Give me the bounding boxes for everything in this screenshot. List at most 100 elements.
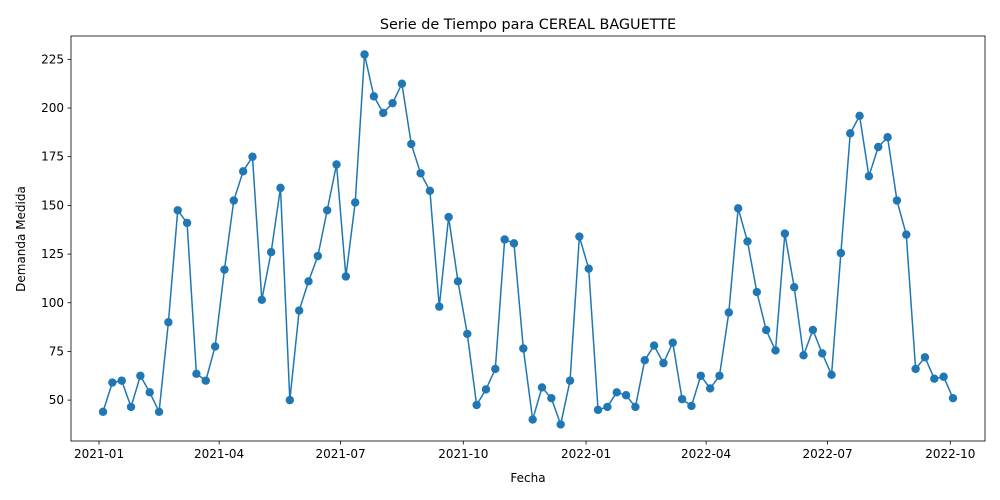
data-point [649,341,659,350]
x-axis: 2021-01 2021-04 2021-07 2021-10 2022-01 2022-… [74,441,975,461]
data-point [220,265,229,274]
x-tick-label: 2021-07 [315,447,365,461]
data-point [920,353,930,362]
y-axis-label: Demanda Medida [14,186,28,292]
y-tick-label: 100 [41,296,64,310]
data-point [98,407,108,416]
data-point [351,198,360,207]
data-point [537,383,547,392]
data-point [808,325,818,335]
data-point [603,402,612,412]
data-point [453,277,463,286]
data-point [743,237,752,246]
data-point [145,388,154,397]
data-point [173,206,182,215]
data-point [939,372,948,381]
data-point [108,378,117,387]
data-point [276,183,285,193]
data-point [126,402,136,412]
x-tick-label: 2021-04 [194,447,244,461]
chart-title: Serie de Tiempo para CEREAL BAGUETTE [380,17,676,33]
data-point [902,230,911,239]
y-tick-label: 225 [41,52,64,66]
data-point [715,371,724,380]
x-tick-label: 2022-10 [925,447,975,461]
data-point [435,302,444,311]
data-point [285,395,295,405]
data-point [519,344,528,353]
data-point [771,346,780,355]
data-point [911,364,920,374]
data-point [229,196,238,205]
data-point [724,308,734,317]
data-point [677,394,687,404]
data-point [883,133,892,142]
data-point [509,239,519,248]
data-point [388,98,397,108]
y-tick-label: 50 [49,393,64,407]
data-point [322,206,332,215]
data-point [733,204,743,213]
data-point [313,251,323,261]
y-tick-label: 125 [41,247,64,261]
data-point [425,186,435,195]
x-tick-label: 2022-04 [681,447,731,461]
y-tick-label: 175 [41,150,64,164]
data-point [874,142,883,152]
data-point [416,169,425,178]
data-point [248,152,257,161]
data-point [687,401,696,411]
data-point [266,247,276,257]
data-point [294,306,304,315]
data-point [192,369,201,379]
y-tick-label: 200 [41,101,64,115]
data-point [836,248,846,258]
data-point [154,407,164,416]
data-point [547,393,556,403]
data-point [752,287,762,297]
data-point [612,388,621,397]
data-point [491,364,500,374]
data-point [864,171,874,181]
data-point [201,376,210,385]
data-point [528,415,537,424]
data-point [593,405,603,415]
data-point [463,329,472,339]
data-point [575,232,584,241]
data-point [182,218,192,228]
data-point [407,139,416,149]
data-point [397,79,407,88]
data-point [360,50,369,59]
y-tick-label: 150 [41,198,64,212]
data-point [696,371,705,380]
data-point [481,385,491,394]
x-tick-label: 2021-01 [74,447,124,461]
plot-area [70,35,986,442]
x-tick-label: 2022-01 [561,447,611,461]
plot-frame [70,35,986,442]
data-point [705,384,715,393]
data-point [827,370,836,379]
data-point [444,212,453,222]
data-point [584,264,593,273]
data-point [565,376,575,385]
data-point [332,160,341,169]
data-point [238,167,248,176]
data-point [948,393,958,403]
data-point [117,376,126,385]
series-layer [98,50,958,429]
data-point [631,402,640,412]
data-point [257,295,267,305]
data-point [930,374,939,383]
x-axis-label: Fecha [510,471,545,485]
y-axis: 50 75 100 125 150 175 200 225 [41,52,71,407]
data-point [210,342,220,351]
data-point [799,351,808,360]
data-point [164,318,173,327]
data-point [500,235,509,244]
data-point [379,108,388,118]
data-point [136,371,145,380]
data-point [668,338,677,347]
x-tick-label: 2022-07 [802,447,852,461]
